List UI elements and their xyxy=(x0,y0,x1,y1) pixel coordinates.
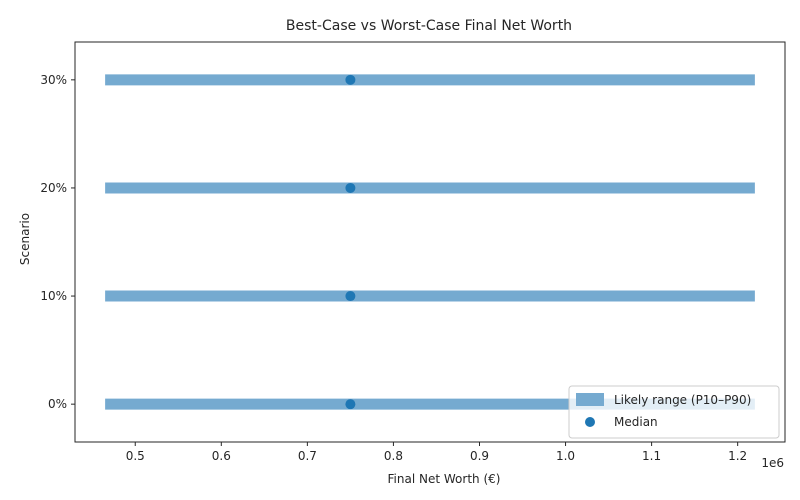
legend: Likely range (P10–P90) Median xyxy=(568,385,780,439)
x-tick-label-5: 1.0 xyxy=(556,449,575,463)
median-point-0 xyxy=(345,399,356,410)
y-axis: 0% 10% 20% 30% xyxy=(40,73,75,411)
median-point-1 xyxy=(345,291,356,302)
median-point-2 xyxy=(345,182,356,193)
x-axis-offset-label: 1e6 xyxy=(761,456,784,470)
x-axis-title: Final Net Worth (€) xyxy=(388,472,501,486)
legend-range-swatch xyxy=(576,393,604,406)
x-tick-label-0: 0.5 xyxy=(126,449,145,463)
plot-frame xyxy=(74,41,786,443)
y-tick-label-1: 10% xyxy=(40,289,67,303)
legend-frame xyxy=(568,385,780,439)
plot-area xyxy=(74,41,786,443)
y-tick-label-0: 0% xyxy=(48,397,67,411)
x-axis: 0.5 0.6 0.7 0.8 0.9 1.0 1.1 1.2 xyxy=(126,442,747,463)
legend-range-label: Likely range (P10–P90) xyxy=(614,393,751,407)
legend-median-label: Median xyxy=(614,415,658,429)
x-tick-label-2: 0.7 xyxy=(298,449,317,463)
median-point-3 xyxy=(345,74,356,85)
chart-title: Best-Case vs Worst-Case Final Net Worth xyxy=(286,18,572,34)
x-tick-label-1: 0.6 xyxy=(212,449,231,463)
x-tick-label-6: 1.1 xyxy=(642,449,661,463)
y-axis-title: Scenario xyxy=(18,213,32,265)
x-tick-label-4: 0.9 xyxy=(470,449,489,463)
y-tick-label-3: 30% xyxy=(40,73,67,87)
legend-median-swatch xyxy=(585,417,595,427)
y-tick-label-2: 20% xyxy=(40,181,67,195)
x-tick-label-3: 0.8 xyxy=(384,449,403,463)
x-tick-label-7: 1.2 xyxy=(728,449,747,463)
